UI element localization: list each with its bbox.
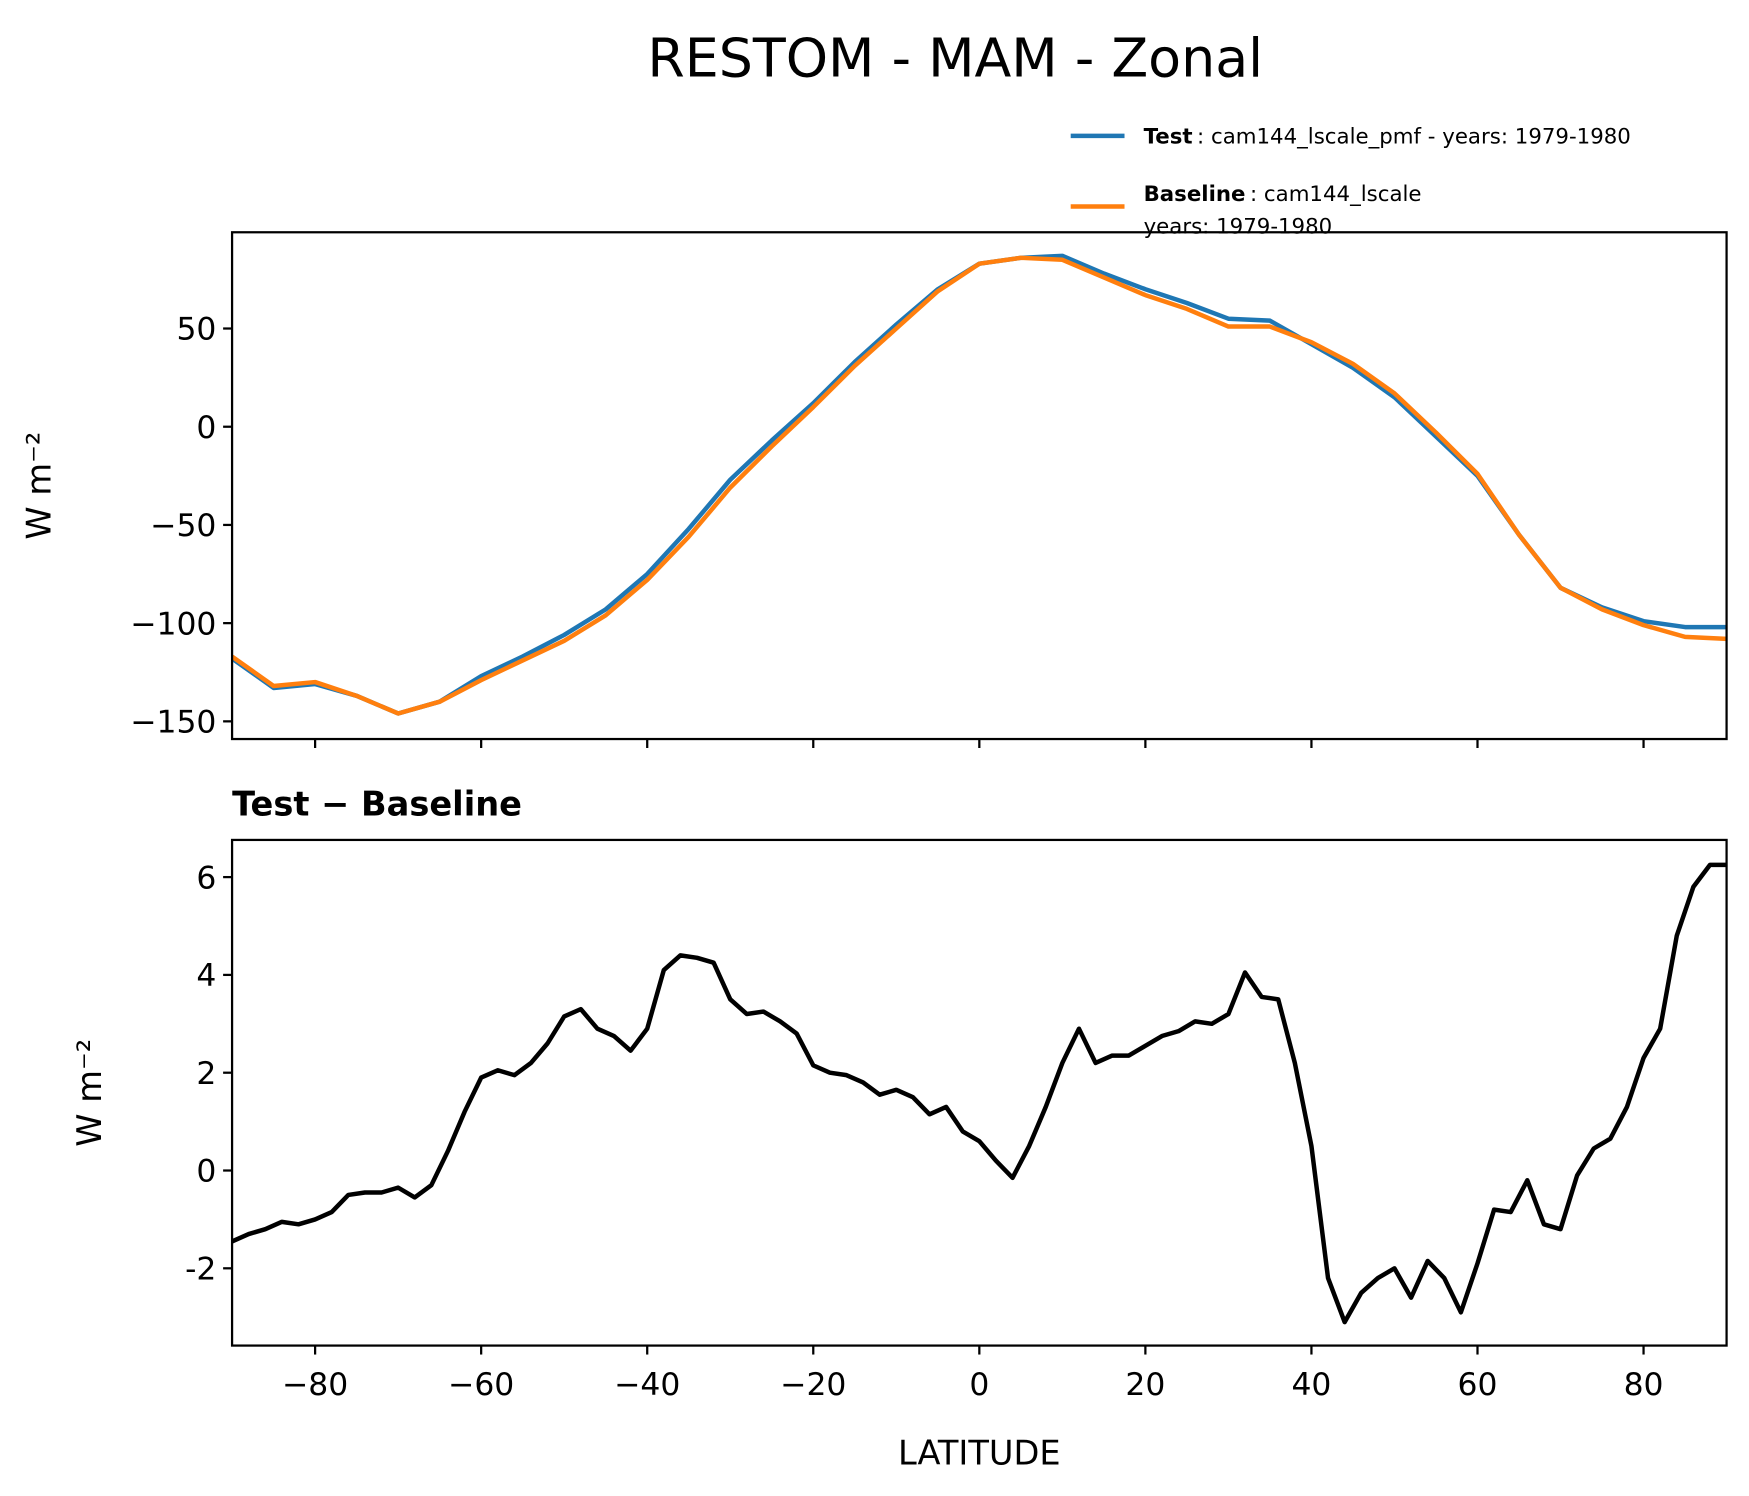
axes-frame (230, 231, 1728, 741)
figure-title: RESTOM - MAM - Zonal (647, 26, 1263, 89)
y-tick-label: 0 (196, 1154, 216, 1190)
data-line (232, 862, 1727, 1325)
legend-text: years: 1979-1980 (1144, 214, 1333, 239)
x-tick-label: −80 (282, 1367, 348, 1403)
legend-label: years: 1979-1980 (1144, 214, 1333, 239)
axes-title: Test − Baseline (232, 784, 522, 823)
x-tick-label: 60 (1458, 1367, 1498, 1403)
axes-frame (230, 838, 1728, 1347)
y-axis-label: W m⁻² (19, 432, 58, 540)
legend-name: Baseline (1144, 182, 1246, 207)
x-tick-label: 80 (1624, 1367, 1664, 1403)
legend-label: : cam144_lscale (1250, 182, 1422, 207)
x-tick-label: −40 (614, 1367, 680, 1403)
x-tick-label: −20 (780, 1367, 846, 1403)
legend-text: Baseline: cam144_lscale (1144, 182, 1422, 207)
data-line (232, 255, 1727, 716)
y-tick-label: 0 (196, 410, 216, 446)
y-tick-label: -2 (185, 1252, 216, 1288)
y-tick-label: 6 (196, 860, 216, 896)
legend-text: Test: cam144_lscale_pmf - years: 1979-19… (1144, 125, 1631, 150)
x-tick-label: 0 (969, 1367, 989, 1403)
x-tick-label: 20 (1125, 1367, 1165, 1403)
y-tick-label: 2 (196, 1056, 216, 1092)
y-axis-label: W m⁻² (70, 1039, 109, 1147)
y-tick-label: −50 (150, 508, 216, 544)
x-tick-label: −60 (448, 1367, 514, 1403)
y-tick-label: 50 (176, 312, 216, 348)
y-tick-label: −100 (130, 606, 216, 642)
y-tick-label: 4 (196, 958, 216, 994)
y-tick-label: −150 (130, 705, 216, 741)
legend-name: Test (1144, 125, 1193, 150)
x-tick-label: 40 (1291, 1367, 1331, 1403)
x-axis-label: LATITUDE (898, 1433, 1061, 1472)
legend-label: : cam144_lscale_pmf - years: 1979-1980 (1197, 125, 1631, 150)
